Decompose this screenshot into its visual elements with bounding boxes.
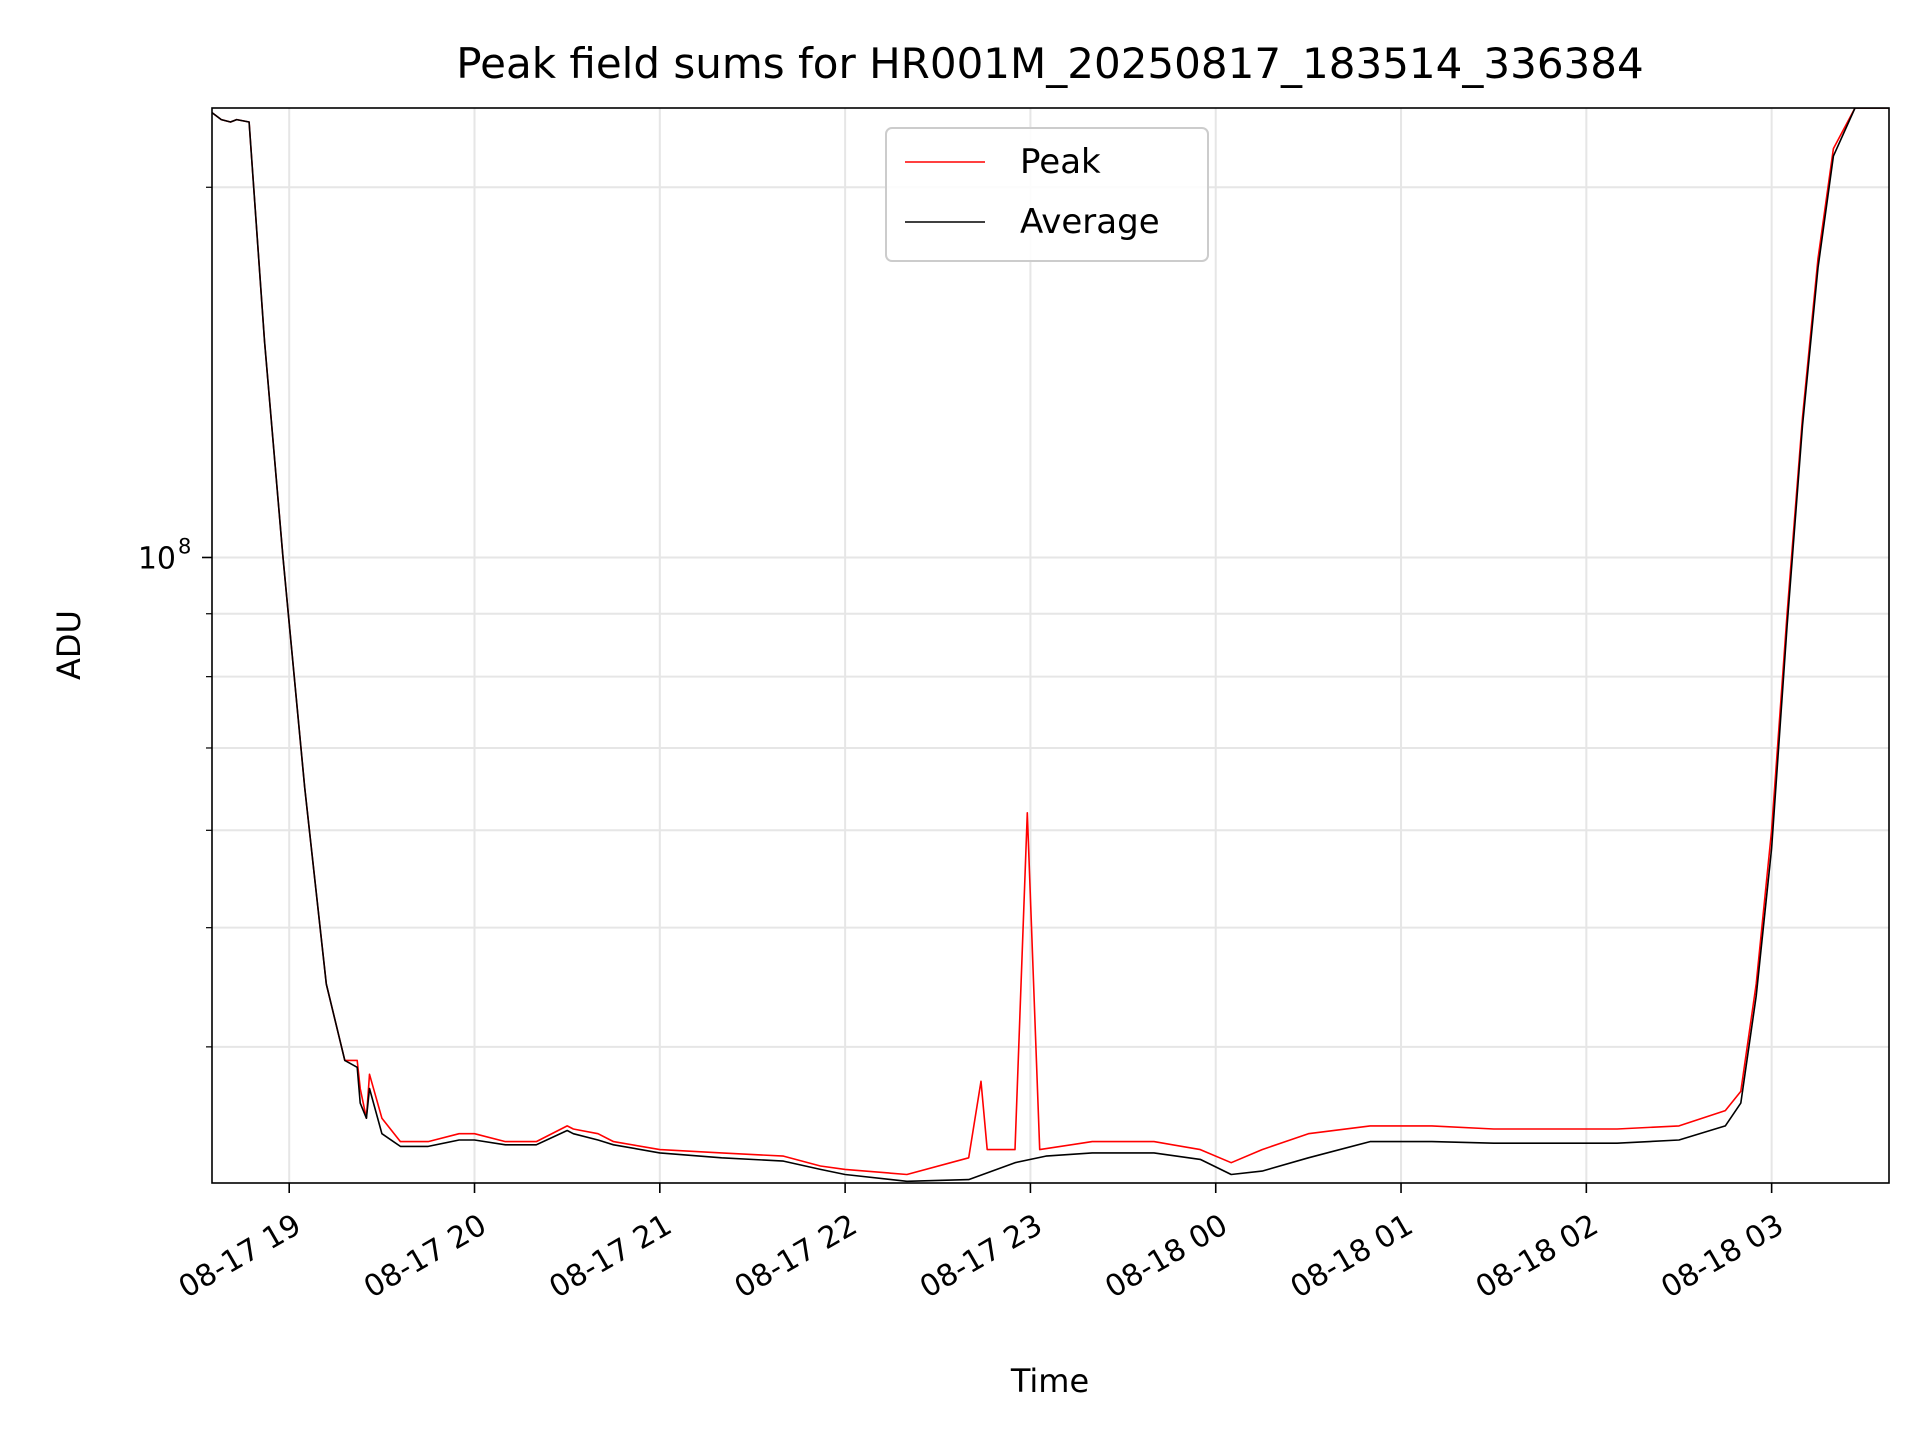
legend: Peak Average — [885, 127, 1209, 262]
grid — [212, 108, 1889, 1183]
y-tick-label: 10 — [138, 541, 176, 576]
plot-frame — [211, 107, 1890, 1184]
x-axis-label: Time — [1010, 1362, 1089, 1400]
legend-label-peak: Peak — [1020, 142, 1101, 182]
series-layer — [212, 108, 1889, 1183]
x-tick-label: 08-18 01 — [1285, 1208, 1419, 1306]
x-tick-label: 08-17 22 — [729, 1208, 863, 1306]
y-axis: 10 8 — [138, 534, 212, 576]
y-minor-ticks — [206, 186, 212, 1048]
series-line-peak — [212, 108, 1889, 1176]
series-line-average — [212, 108, 1889, 1183]
y-axis-label: ADU — [50, 610, 88, 680]
chart-title: Peak field sums for HR001M_20250817_1835… — [456, 39, 1643, 88]
legend-label-average: Average — [1020, 202, 1160, 242]
y-tick-exponent: 8 — [178, 534, 191, 558]
x-tick-label: 08-18 02 — [1470, 1208, 1604, 1306]
x-tick-label: 08-18 03 — [1655, 1208, 1789, 1306]
x-tick-label: 08-17 21 — [543, 1208, 677, 1306]
x-tick-label: 08-17 19 — [173, 1208, 307, 1306]
x-tick-label: 08-17 20 — [358, 1208, 492, 1306]
x-axis: 08-17 19 08-17 20 08-17 21 08-17 22 08-17 23… — [173, 1183, 1790, 1305]
x-tick-label: 08-18 00 — [1099, 1208, 1233, 1306]
x-tick-label: 08-17 23 — [914, 1208, 1048, 1306]
